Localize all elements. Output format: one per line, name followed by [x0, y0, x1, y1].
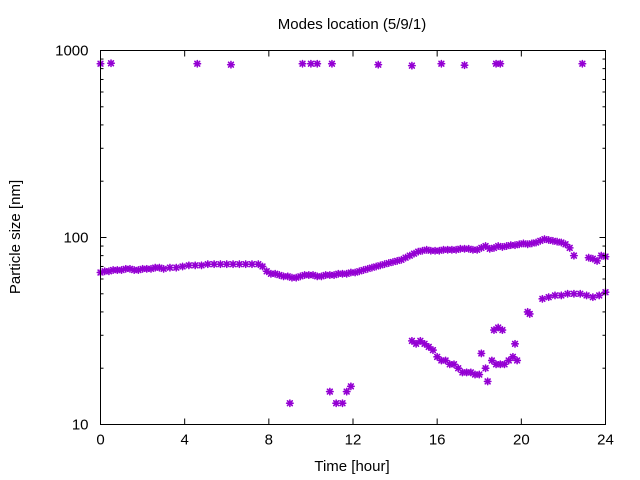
data-point	[332, 399, 341, 408]
data-point	[229, 260, 238, 269]
data-point	[327, 59, 336, 68]
y-tick-label: 100	[63, 230, 88, 247]
data-point	[165, 263, 174, 272]
data-point	[342, 387, 351, 396]
data-point	[325, 387, 334, 396]
x-axis: 0 4 8 12 16 20 24	[96, 50, 614, 449]
chart-title: Modes location (5/9/1)	[278, 16, 426, 33]
data-point	[433, 352, 442, 361]
data-points	[96, 59, 610, 408]
data-point	[593, 256, 602, 265]
data-point	[222, 260, 231, 269]
data-point	[525, 309, 534, 318]
data-point	[285, 399, 294, 408]
x-tick-label: 24	[597, 432, 614, 449]
data-point	[407, 61, 416, 70]
data-point	[193, 59, 202, 68]
data-point	[210, 260, 219, 269]
data-point	[235, 260, 244, 269]
data-point	[226, 60, 235, 69]
x-tick-label: 20	[513, 432, 530, 449]
data-point	[262, 267, 271, 276]
data-point	[306, 59, 315, 68]
data-point	[511, 339, 520, 348]
x-tick-label: 4	[180, 432, 188, 449]
y-tick-label: 1000	[55, 43, 88, 60]
data-point	[582, 291, 591, 300]
data-point	[346, 382, 355, 391]
x-tick-label: 8	[265, 432, 273, 449]
data-point	[569, 289, 578, 298]
y-axis: 10 100 1000	[55, 43, 606, 434]
data-point	[578, 59, 587, 68]
data-point	[298, 59, 307, 68]
data-point	[449, 360, 459, 369]
data-point	[191, 261, 200, 270]
data-point	[107, 59, 116, 68]
data-point	[178, 262, 187, 271]
data-point	[563, 289, 572, 298]
data-point	[437, 59, 446, 68]
data-point	[197, 261, 206, 270]
data-point	[538, 294, 547, 303]
plot-frame	[100, 50, 606, 425]
data-point	[338, 399, 347, 408]
data-point	[496, 59, 505, 68]
x-tick-label: 16	[429, 432, 446, 449]
x-tick-label: 0	[96, 432, 104, 449]
data-point	[481, 364, 490, 373]
data-point	[172, 263, 181, 272]
data-point	[397, 255, 406, 264]
data-point	[216, 260, 225, 269]
x-tick-label: 12	[345, 432, 362, 449]
data-point	[248, 260, 256, 269]
data-point	[313, 59, 322, 68]
y-tick-label: 10	[72, 417, 89, 434]
data-point	[258, 262, 267, 271]
data-point	[475, 370, 484, 379]
y-axis-label: Particle size [nm]	[7, 180, 24, 294]
data-point	[477, 349, 486, 358]
data-point	[483, 377, 492, 386]
x-axis-label: Time [hour]	[314, 458, 389, 475]
data-point	[374, 60, 383, 69]
data-point	[428, 346, 437, 355]
data-point	[203, 260, 212, 269]
data-point	[550, 291, 560, 300]
data-point	[498, 326, 507, 335]
data-point	[588, 293, 597, 302]
data-point	[565, 243, 574, 252]
data-point	[159, 264, 168, 273]
data-point	[241, 260, 250, 269]
data-point	[576, 289, 585, 298]
data-point	[487, 356, 496, 365]
data-point	[569, 251, 578, 260]
data-point	[460, 61, 469, 70]
data-point	[595, 291, 604, 300]
data-point	[553, 237, 562, 246]
data-point	[184, 261, 193, 270]
data-point	[557, 291, 566, 300]
data-point	[544, 293, 553, 302]
data-point	[513, 356, 522, 365]
